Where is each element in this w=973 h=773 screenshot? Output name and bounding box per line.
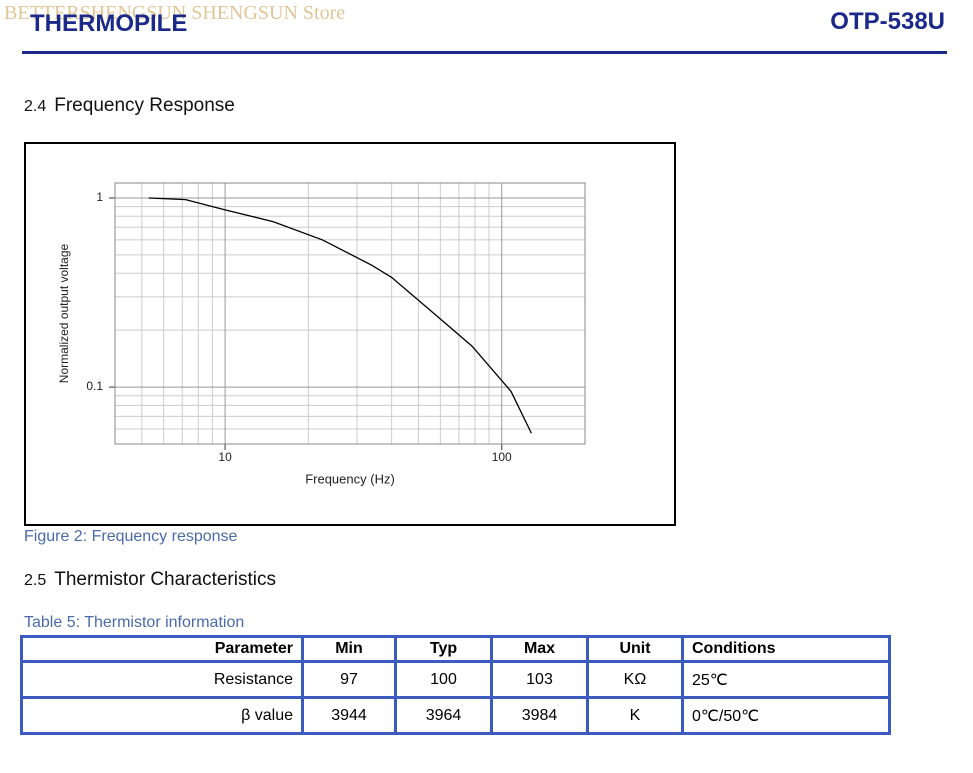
row: β value 3944 3964 3984 K 0℃/50℃	[20, 696, 891, 735]
cell: 103	[490, 660, 589, 699]
watermark: BETTERSHENGSUN SHENGSUN Store	[4, 2, 346, 24]
cell: 97	[301, 660, 397, 699]
x-axis-title: Frequency (Hz)	[305, 471, 395, 486]
header-cell: Conditions	[681, 635, 891, 663]
plot-frame	[114, 182, 586, 445]
response-curve	[148, 197, 532, 434]
header-cell: Max	[490, 635, 589, 663]
header-cell: Parameter	[20, 635, 304, 663]
section-number: 2.4	[24, 98, 47, 115]
header-cell: Min	[301, 635, 397, 663]
doc-title: THERMOPILE	[30, 10, 188, 37]
x-tick-label: 100	[492, 450, 512, 464]
cell: KΩ	[586, 660, 684, 699]
cell: 100	[394, 660, 493, 699]
part-number: OTP-538U	[830, 8, 945, 35]
chart: 10 100 0.1 1 Frequency (Hz) Normalized output…	[24, 142, 676, 526]
table-caption: Table 5: Thermistor information	[24, 614, 245, 631]
cell: 0℃/50℃	[681, 696, 891, 735]
cell: 3984	[490, 696, 589, 735]
header-rule	[22, 51, 947, 54]
section-heading: 2.5 Thermistor Characteristics	[24, 569, 276, 591]
cell: β value	[20, 696, 304, 735]
y-tick-label: 1	[96, 190, 103, 204]
cell: K	[586, 696, 684, 735]
y-axis-title: Normalized output voltage	[57, 243, 71, 383]
x-tick-label: 10	[218, 450, 232, 464]
section-title: Thermistor Characteristics	[54, 569, 276, 590]
section-number: 2.5	[24, 572, 47, 589]
cell: Resistance	[20, 660, 304, 699]
y-tick-label: 0.1	[86, 379, 103, 393]
cell: 25℃	[681, 660, 891, 699]
section-heading: 2.4 Frequency Response	[24, 95, 235, 117]
section-title: Frequency Response	[54, 95, 235, 116]
cell: 3964	[394, 696, 493, 735]
cell: 3944	[301, 696, 397, 735]
header-cell: Typ	[394, 635, 493, 663]
header-cell: Unit	[586, 635, 684, 663]
thermistor-table: Parameter Min Typ Max Unit Conditions Re…	[20, 635, 891, 735]
figure-caption: Figure 2: Frequency response	[24, 528, 238, 545]
header-row: Parameter Min Typ Max Unit Conditions	[20, 635, 891, 663]
row: Resistance 97 100 103 KΩ 25℃	[20, 660, 891, 699]
